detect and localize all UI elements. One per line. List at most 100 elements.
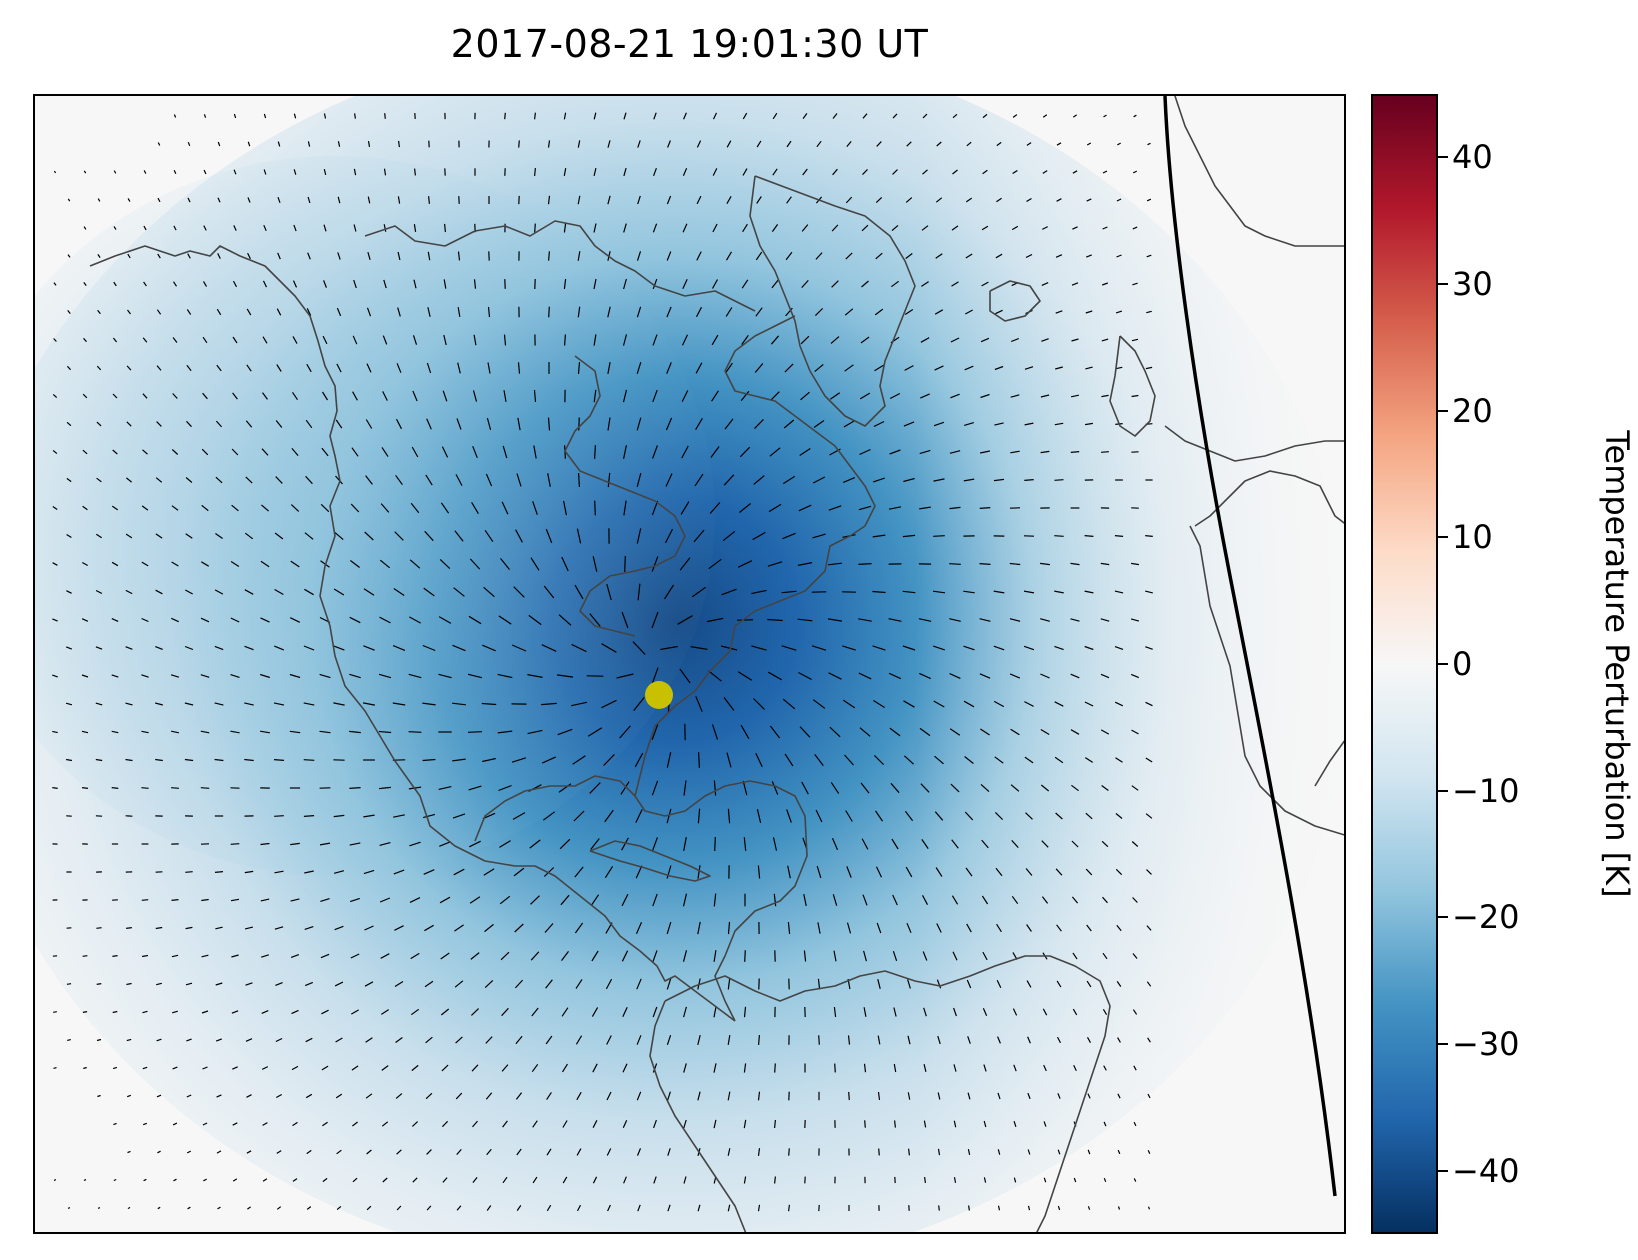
wind-vector <box>548 306 550 318</box>
wind-vector <box>652 278 658 290</box>
wind-vector <box>844 364 854 372</box>
wind-vector <box>1026 142 1032 146</box>
wind-vector <box>126 421 132 427</box>
wind-vector <box>1084 590 1094 594</box>
wind-vector <box>723 474 735 486</box>
wind-vector <box>260 617 270 623</box>
wind-vector <box>127 1150 131 1154</box>
wind-vector <box>858 672 872 680</box>
wind-vector <box>637 583 641 601</box>
wind-vector <box>607 417 611 431</box>
wind-vector <box>262 1178 268 1182</box>
wind-vector <box>981 225 989 231</box>
wind-vector <box>1100 562 1110 566</box>
wind-vector <box>516 1205 522 1211</box>
wind-vector <box>1086 980 1092 988</box>
wind-vector <box>757 1148 761 1156</box>
wind-vector <box>291 1009 299 1015</box>
wind-vector <box>216 1094 222 1098</box>
wind-vector <box>818 1035 820 1045</box>
wind-vector <box>783 419 795 429</box>
wind-vector <box>426 418 432 430</box>
wind-vector <box>350 953 360 959</box>
wind-vector <box>439 558 451 570</box>
wind-vector <box>1085 812 1093 820</box>
wind-vector <box>322 1177 328 1183</box>
wind-vector <box>186 309 192 315</box>
wind-vector <box>561 951 569 961</box>
wind-vector <box>621 950 629 962</box>
wind-vector <box>637 1204 641 1212</box>
wind-vector <box>757 865 761 879</box>
wind-vector <box>1040 784 1050 792</box>
wind-vector <box>770 335 780 345</box>
wind-vector <box>481 702 497 706</box>
wind-vector <box>1026 980 1032 988</box>
wind-vector <box>561 1007 569 1017</box>
wind-vector <box>727 1091 731 1101</box>
coastline-britain <box>1109 335 1156 437</box>
wind-vector <box>113 1178 117 1182</box>
wind-vector <box>65 702 73 706</box>
wind-vector <box>1054 645 1064 651</box>
wind-vector <box>994 422 1004 426</box>
wind-vector <box>455 1092 463 1100</box>
wind-vector <box>1072 114 1078 118</box>
wind-vector <box>994 811 1004 821</box>
wind-vector <box>1056 980 1062 988</box>
wind-vector <box>410 502 420 514</box>
wind-vector <box>636 472 642 488</box>
wind-vector <box>844 308 854 316</box>
wind-vector <box>323 280 327 288</box>
wind-vector <box>411 1121 419 1127</box>
wind-vector <box>53 1011 57 1013</box>
wind-vector <box>1116 254 1122 258</box>
wind-vector <box>722 530 736 542</box>
wind-vector <box>725 251 733 261</box>
wind-vector <box>394 925 404 931</box>
wind-vector <box>601 699 617 709</box>
wind-vector <box>951 839 959 849</box>
wind-vector <box>920 783 930 793</box>
wind-vector <box>712 112 718 120</box>
wind-vector <box>290 842 300 846</box>
wind-vector <box>499 895 511 905</box>
wind-vector <box>936 141 942 147</box>
wind-vector <box>1070 673 1080 679</box>
wind-vector <box>842 699 856 709</box>
wind-vector <box>949 563 961 565</box>
wind-vector <box>802 113 808 119</box>
wind-vector <box>306 308 312 316</box>
wind-vector <box>82 449 88 455</box>
wind-vector <box>111 505 119 511</box>
wind-vector <box>412 335 418 345</box>
wind-vector <box>842 645 856 651</box>
wind-vector <box>472 1177 478 1183</box>
wind-vector <box>1054 590 1064 594</box>
wind-vector <box>217 1206 221 1210</box>
wind-vector <box>1012 1008 1018 1016</box>
wind-vector <box>156 1094 162 1098</box>
wind-vector <box>706 617 724 623</box>
wind-vector <box>1013 1121 1017 1127</box>
wind-vector <box>1100 729 1110 735</box>
wind-vector <box>936 923 942 933</box>
wind-vector <box>979 563 991 565</box>
wind-vector <box>683 836 687 852</box>
wind-vector <box>216 1150 222 1154</box>
wind-vector <box>888 672 902 680</box>
wind-vector <box>963 700 975 708</box>
wind-vector <box>949 673 961 679</box>
wind-vector <box>771 279 779 289</box>
wind-vector <box>260 842 270 846</box>
wind-vector <box>636 1091 642 1101</box>
wind-vector <box>83 282 87 286</box>
wind-vector <box>560 894 570 906</box>
wind-vector <box>892 113 898 119</box>
wind-vector <box>963 645 975 651</box>
wind-vector <box>142 1066 148 1070</box>
wind-vector <box>1133 114 1137 118</box>
wind-vector <box>873 699 885 709</box>
wind-vector <box>651 611 659 629</box>
wind-vector <box>260 560 270 568</box>
